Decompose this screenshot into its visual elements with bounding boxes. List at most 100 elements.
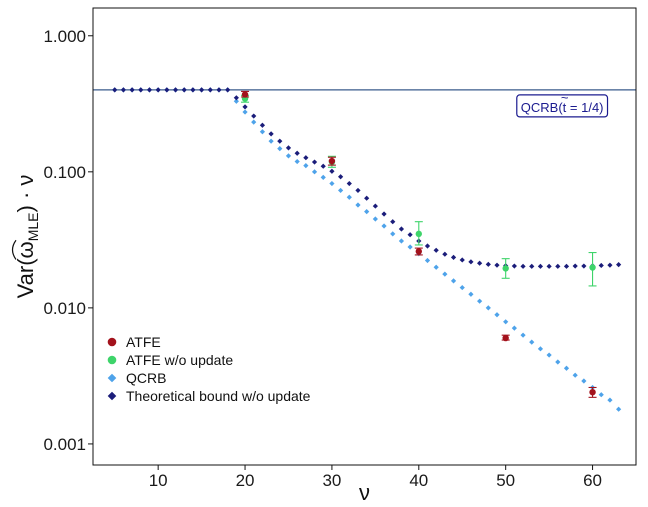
point-theoretical-bound-w-o-update xyxy=(581,263,587,269)
point-theoretical-bound-w-o-update xyxy=(407,232,413,238)
point-atfe xyxy=(241,91,249,98)
point-theoretical-bound-w-o-update xyxy=(572,263,578,269)
point-theoretical-bound-w-o-update xyxy=(251,113,257,119)
point-theoretical-bound-w-o-update xyxy=(259,122,266,128)
y-tick-label: 1.000 xyxy=(43,27,86,46)
legend-marker-atfe-wo-update xyxy=(107,355,117,365)
point-theoretical-bound-w-o-update xyxy=(390,219,396,225)
legend-item-theoretical-bound: Theoretical bound w/o update xyxy=(107,388,311,404)
point-qcrb xyxy=(546,352,552,358)
point-qcrb xyxy=(303,163,309,169)
point-theoretical-bound-w-o-update xyxy=(607,262,613,268)
point-qcrb xyxy=(494,312,500,318)
point-qcrb xyxy=(355,202,361,208)
qcrb-annotation-t: t xyxy=(563,100,567,115)
point-qcrb xyxy=(311,169,318,175)
point-qcrb xyxy=(572,372,578,378)
point-theoretical-bound-w-o-update xyxy=(372,203,378,209)
series-atfe xyxy=(241,90,597,398)
point-theoretical-bound-w-o-update xyxy=(563,263,570,269)
point-qcrb xyxy=(433,264,439,270)
y-axis-title-omega: ω xyxy=(13,241,38,258)
x-tick-label: 50 xyxy=(496,471,515,490)
point-qcrb xyxy=(520,332,526,338)
point-theoretical-bound-w-o-update xyxy=(207,87,213,93)
point-qcrb xyxy=(477,298,483,304)
point-theoretical-bound-w-o-update xyxy=(477,260,483,266)
point-theoretical-bound-w-o-update xyxy=(138,87,144,93)
data-marks xyxy=(93,87,636,412)
point-qcrb xyxy=(563,365,570,371)
point-qcrb xyxy=(459,284,465,291)
point-qcrb xyxy=(581,378,587,384)
legend-marker-theoretical-bound xyxy=(107,391,117,401)
point-qcrb xyxy=(320,174,326,180)
point-atfe xyxy=(415,248,422,255)
point-theoretical-bound-w-o-update xyxy=(338,174,344,180)
y-tick-label: 0.010 xyxy=(43,299,86,318)
point-theoretical-bound-w-o-update xyxy=(225,87,231,93)
point-qcrb xyxy=(294,158,300,165)
y-axis-title-subscript: MLE xyxy=(25,212,41,241)
point-qcrb xyxy=(468,291,474,297)
point-qcrb xyxy=(242,109,248,115)
point-qcrb xyxy=(450,278,457,284)
point-qcrb xyxy=(555,359,561,365)
y-axis-title: Var(ωMLE) · ν xyxy=(11,175,41,298)
point-theoretical-bound-w-o-update xyxy=(433,247,439,253)
point-theoretical-bound-w-o-update xyxy=(320,163,326,169)
point-theoretical-bound-w-o-update xyxy=(616,262,622,268)
point-theoretical-bound-w-o-update xyxy=(120,87,127,93)
point-theoretical-bound-w-o-update xyxy=(520,263,526,269)
point-qcrb xyxy=(372,216,378,222)
x-axis-title: ν xyxy=(359,480,370,505)
point-theoretical-bound-w-o-update xyxy=(355,187,361,194)
point-theoretical-bound-w-o-update xyxy=(129,87,135,93)
x-tick-label: 20 xyxy=(236,471,255,490)
point-theoretical-bound-w-o-update xyxy=(268,131,274,137)
point-qcrb xyxy=(259,129,266,135)
legend-label-theoretical-bound: Theoretical bound w/o update xyxy=(126,388,311,404)
point-theoretical-bound-w-o-update xyxy=(199,87,205,93)
legend-label-atfe: ATFE xyxy=(126,334,161,350)
y-tick-label: 0.001 xyxy=(43,435,86,454)
point-theoretical-bound-w-o-update xyxy=(311,159,318,165)
axis-ticks: 10 20 30 40 50 60 1.000 0.100 0.010 0.001 xyxy=(43,27,602,490)
point-theoretical-bound-w-o-update xyxy=(155,87,161,93)
legend-item-atfe-wo-update: ATFE w/o update xyxy=(107,352,233,368)
point-theoretical-bound-w-o-update xyxy=(285,145,292,151)
point-theoretical-bound-w-o-update xyxy=(381,211,387,217)
point-theoretical-bound-w-o-update xyxy=(190,87,196,93)
point-theoretical-bound-w-o-update xyxy=(494,262,500,268)
qcrb-annotation-prefix: QCRB( xyxy=(521,100,564,115)
point-theoretical-bound-w-o-update xyxy=(537,263,544,269)
point-theoretical-bound-w-o-update xyxy=(181,87,187,93)
point-theoretical-bound-w-o-update xyxy=(511,263,517,269)
qcrb-annotation-tilde: ~ xyxy=(561,90,569,105)
qcrb-annotation: QCRB(t = 1/4) ~ xyxy=(516,90,609,118)
legend-label-qcrb: QCRB xyxy=(126,370,166,386)
point-qcrb xyxy=(529,339,535,345)
qcrb-annotation-box xyxy=(516,94,609,118)
point-qcrb xyxy=(607,397,613,403)
point-theoretical-bound-w-o-update xyxy=(442,251,448,257)
legend-marker-qcrb xyxy=(107,373,117,383)
point-qcrb xyxy=(268,138,274,144)
plot-frame xyxy=(92,7,637,466)
point-theoretical-bound-w-o-update xyxy=(294,150,300,156)
point-atfe xyxy=(328,157,336,165)
point-qcrb xyxy=(338,187,344,194)
point-theoretical-bound-w-o-update xyxy=(242,104,248,110)
point-theoretical-bound-w-o-update xyxy=(529,263,535,269)
point-qcrb xyxy=(390,231,396,237)
x-tick-label: 60 xyxy=(583,471,602,490)
point-theoretical-bound-w-o-update xyxy=(424,243,431,249)
point-theoretical-bound-w-o-update xyxy=(450,254,457,260)
point-qcrb xyxy=(424,257,431,264)
point-qcrb xyxy=(503,319,509,325)
point-theoretical-bound-w-o-update xyxy=(364,195,370,201)
point-theoretical-bound-w-o-update xyxy=(216,87,222,93)
point-theoretical-bound-w-o-update xyxy=(303,155,309,161)
